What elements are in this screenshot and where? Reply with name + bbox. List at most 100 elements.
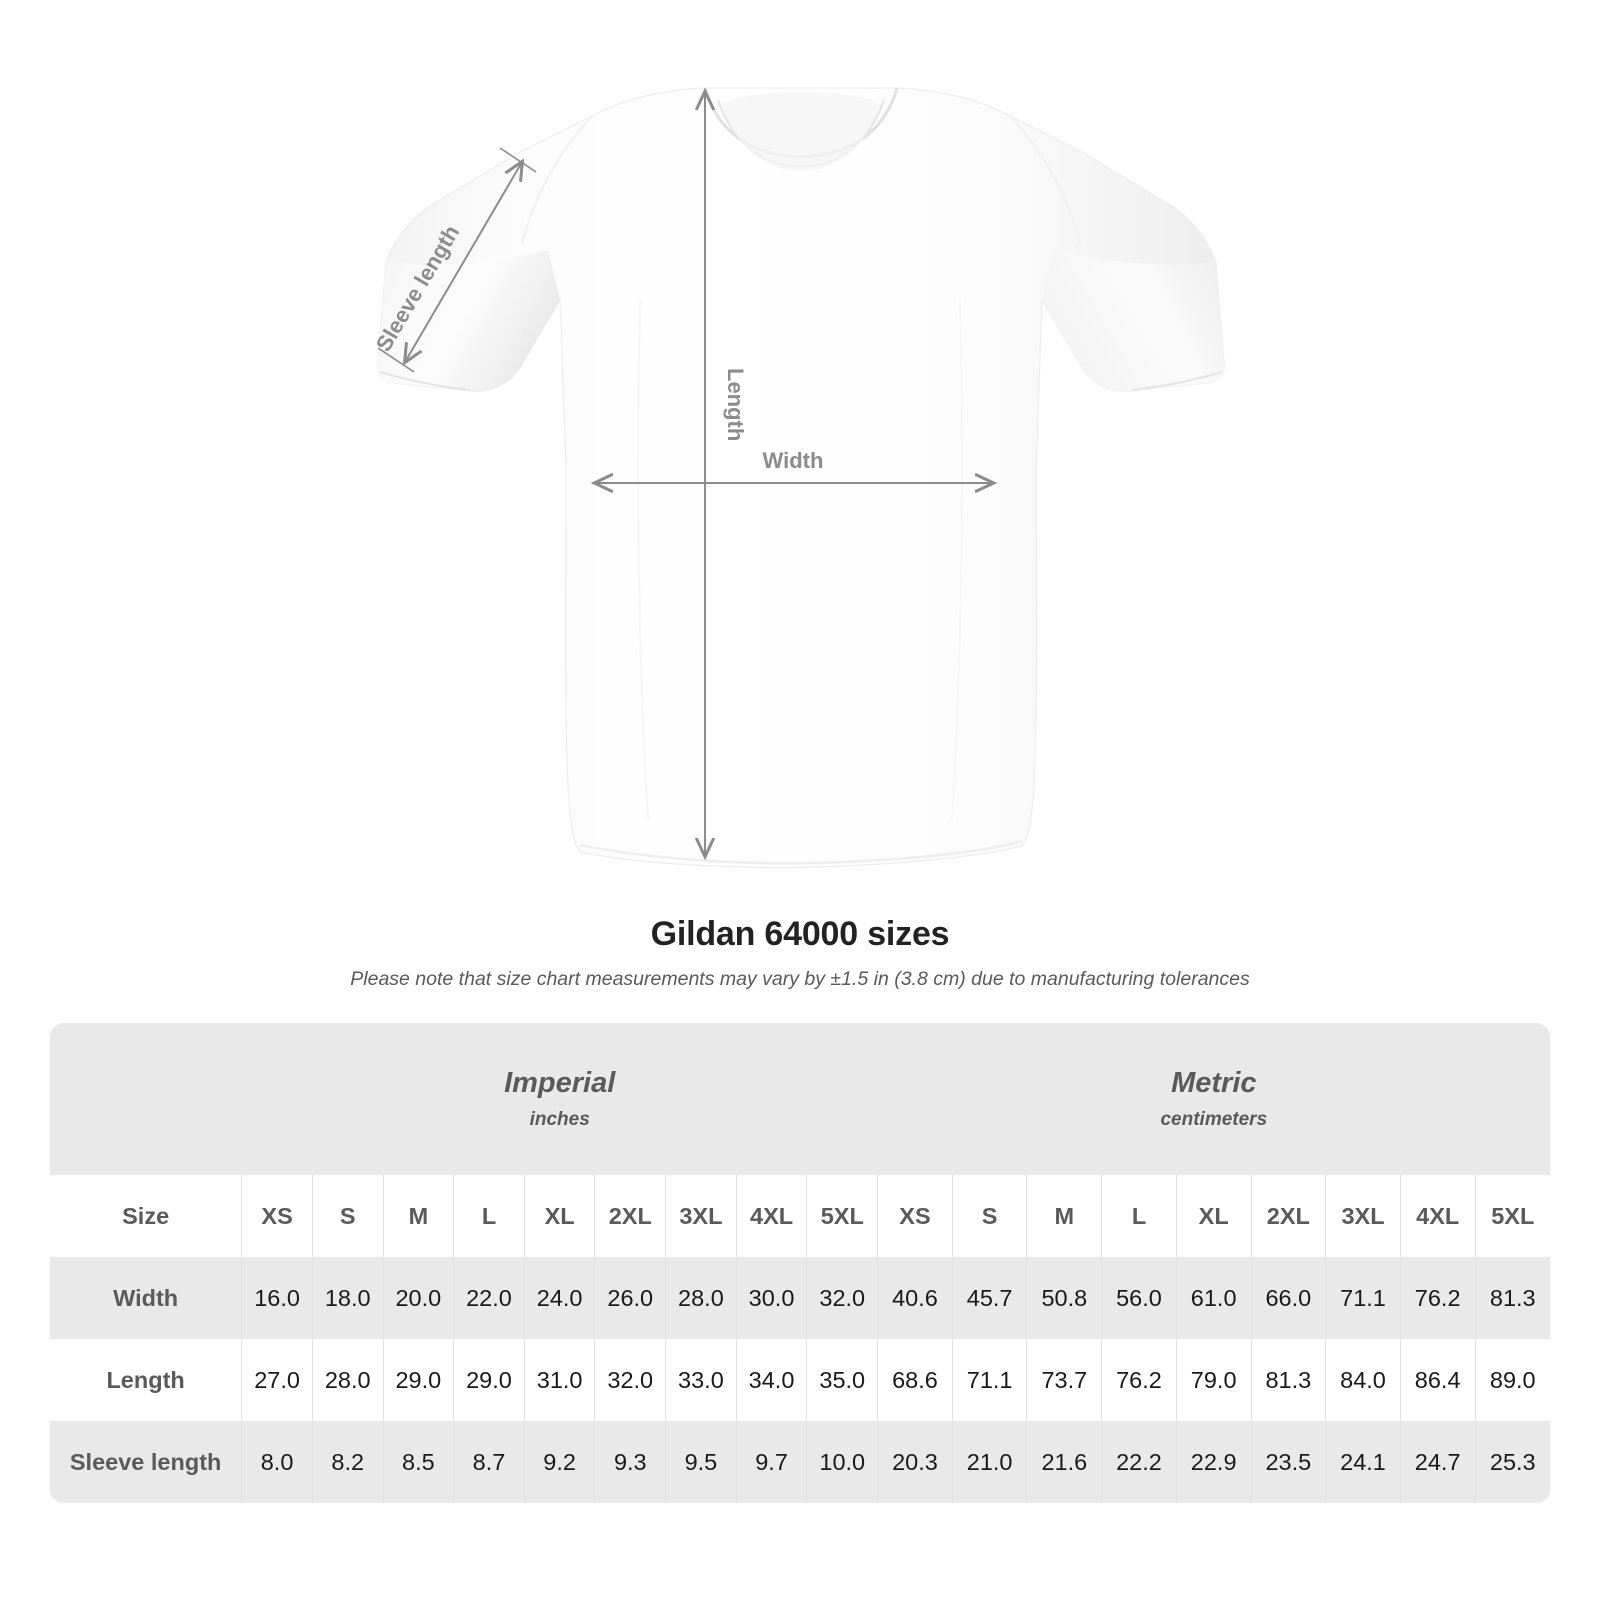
row-label-length: Length [106, 1366, 185, 1393]
column-header-size-xl-metric: XL [1175, 1175, 1251, 1257]
column-header-size-2xl-imperial: 2XL [594, 1175, 666, 1257]
cell-width-xs-metric: 40.6 [877, 1257, 953, 1339]
column-header-size-4xl-imperial: 4XL [735, 1175, 807, 1257]
tshirt-body-shape [377, 87, 1225, 869]
tshirt-illustration-svg: Length Width Sleeve length [371, 87, 1225, 869]
row-label-sleeve-length: Sleeve length [69, 1448, 222, 1475]
cell-length-s-metric: 71.1 [951, 1339, 1027, 1421]
cell-sleeve-length-5xl-metric: 25.3 [1474, 1421, 1550, 1503]
cell-length-5xl-metric: 89.0 [1474, 1339, 1550, 1421]
table-row-sleeve-length: Sleeve length 8.0 8.2 8.5 8.7 9.2 9.3 9.… [50, 1421, 1550, 1503]
table-header-row: Size XS S M L XL 2XL 3XL 4XL 5XL XS S M … [50, 1175, 1550, 1257]
cell-width-2xl-imperial: 26.0 [594, 1257, 666, 1339]
cell-length-3xl-imperial: 33.0 [665, 1339, 737, 1421]
column-header-size-l-imperial: L [453, 1175, 525, 1257]
unit-system-imperial-name: Imperial [504, 1066, 616, 1099]
cell-sleeve-length-5xl-imperial: 10.0 [806, 1421, 878, 1503]
column-header-size-5xl-imperial: 5XL [806, 1175, 878, 1257]
cell-sleeve-length-2xl-imperial: 9.3 [594, 1421, 666, 1503]
cell-width-m-metric: 50.8 [1026, 1257, 1102, 1339]
cell-length-2xl-metric: 81.3 [1250, 1339, 1326, 1421]
cell-length-xl-metric: 79.0 [1175, 1339, 1251, 1421]
width-label: Width [763, 448, 824, 473]
page-title: Gildan 64000 sizes [650, 915, 950, 953]
cell-length-xs-imperial: 27.0 [241, 1339, 313, 1421]
width-measure-group: Width [595, 448, 993, 483]
table-row-length: Length 27.0 28.0 29.0 29.0 31.0 32.0 33.… [50, 1339, 1550, 1421]
cell-width-xs-imperial: 16.0 [241, 1257, 313, 1339]
row-label-width: Width [113, 1284, 179, 1311]
cell-width-xl-metric: 61.0 [1175, 1257, 1251, 1339]
table-row-width: Width 16.0 18.0 20.0 22.0 24.0 26.0 28.0… [50, 1257, 1550, 1339]
cell-sleeve-length-s-metric: 21.0 [951, 1421, 1027, 1503]
cell-length-m-imperial: 29.0 [382, 1339, 454, 1421]
cell-length-2xl-imperial: 32.0 [594, 1339, 666, 1421]
cell-width-l-metric: 56.0 [1101, 1257, 1177, 1339]
cell-sleeve-length-xl-imperial: 9.2 [523, 1421, 595, 1503]
column-header-size-s-metric: S [951, 1175, 1027, 1257]
cell-sleeve-length-4xl-metric: 24.7 [1399, 1421, 1476, 1503]
column-header-size-m-metric: M [1026, 1175, 1102, 1257]
sleeve-length-arrow [405, 162, 522, 362]
cell-sleeve-length-3xl-metric: 24.1 [1325, 1421, 1401, 1503]
column-header-size: Size [122, 1202, 170, 1229]
cell-width-2xl-metric: 66.0 [1250, 1257, 1326, 1339]
unit-system-banner-row: Imperial inches Metric centimeters [50, 1023, 1550, 1175]
cell-sleeve-length-xs-metric: 20.3 [877, 1421, 953, 1503]
tshirt-diagram: Length Width Sleeve length [371, 87, 1225, 869]
column-header-size-xl-imperial: XL [523, 1175, 595, 1257]
size-chart-table: Imperial inches Metric centimeters Size … [50, 1023, 1550, 1503]
cell-length-5xl-imperial: 35.0 [806, 1339, 878, 1421]
cell-sleeve-length-xl-metric: 22.9 [1175, 1421, 1251, 1503]
unit-system-metric-name: Metric [1171, 1066, 1257, 1099]
cell-width-m-imperial: 20.0 [382, 1257, 454, 1339]
cell-sleeve-length-4xl-imperial: 9.7 [735, 1421, 807, 1503]
cell-sleeve-length-3xl-imperial: 9.5 [665, 1421, 737, 1503]
cell-sleeve-length-m-metric: 21.6 [1026, 1421, 1102, 1503]
sleeve-tick-bottom [377, 347, 415, 373]
cell-length-l-imperial: 29.0 [453, 1339, 525, 1421]
column-header-size-s-imperial: S [311, 1175, 384, 1257]
tolerance-note: Please note that size chart measurements… [350, 968, 1250, 990]
cell-width-xl-imperial: 24.0 [523, 1257, 595, 1339]
cell-width-s-metric: 45.7 [951, 1257, 1027, 1339]
cell-width-5xl-metric: 81.3 [1474, 1257, 1550, 1339]
length-label: Length [723, 368, 748, 441]
cell-length-4xl-metric: 86.4 [1399, 1339, 1476, 1421]
cell-width-3xl-metric: 71.1 [1325, 1257, 1401, 1339]
cell-length-xs-metric: 68.6 [877, 1339, 953, 1421]
column-header-size-3xl-metric: 3XL [1325, 1175, 1401, 1257]
cell-sleeve-length-s-imperial: 8.2 [311, 1421, 384, 1503]
cell-sleeve-length-2xl-metric: 23.5 [1250, 1421, 1326, 1503]
column-header-size-4xl-metric: 4XL [1399, 1175, 1476, 1257]
cell-width-3xl-imperial: 28.0 [665, 1257, 737, 1339]
cell-sleeve-length-l-imperial: 8.7 [453, 1421, 525, 1503]
column-header-size-xs-imperial: XS [241, 1175, 313, 1257]
cell-length-4xl-imperial: 34.0 [735, 1339, 807, 1421]
column-header-size-l-metric: L [1101, 1175, 1177, 1257]
cell-sleeve-length-m-imperial: 8.5 [382, 1421, 454, 1503]
cell-length-l-metric: 76.2 [1101, 1339, 1177, 1421]
column-header-size-m-imperial: M [382, 1175, 454, 1257]
cell-length-xl-imperial: 31.0 [523, 1339, 595, 1421]
cell-width-4xl-metric: 76.2 [1399, 1257, 1476, 1339]
banner-spacer [50, 1023, 242, 1175]
cell-width-4xl-imperial: 30.0 [735, 1257, 807, 1339]
cell-sleeve-length-l-metric: 22.2 [1101, 1421, 1177, 1503]
column-header-size-3xl-imperial: 3XL [665, 1175, 737, 1257]
cell-width-s-imperial: 18.0 [311, 1257, 384, 1339]
unit-system-metric-unit: centimeters [1160, 1109, 1268, 1131]
unit-system-imperial: Imperial inches [241, 1023, 878, 1175]
cell-length-3xl-metric: 84.0 [1325, 1339, 1401, 1421]
cell-width-5xl-imperial: 32.0 [806, 1257, 878, 1339]
unit-system-imperial-unit: inches [529, 1109, 590, 1131]
column-header-size-2xl-metric: 2XL [1250, 1175, 1326, 1257]
column-header-size-xs-metric: XS [877, 1175, 953, 1257]
unit-system-metric: Metric centimeters [877, 1023, 1550, 1175]
cell-sleeve-length-xs-imperial: 8.0 [241, 1421, 313, 1503]
cell-length-s-imperial: 28.0 [311, 1339, 384, 1421]
cell-width-l-imperial: 22.0 [453, 1257, 525, 1339]
column-header-size-5xl-metric: 5XL [1474, 1175, 1550, 1257]
cell-length-m-metric: 73.7 [1026, 1339, 1102, 1421]
